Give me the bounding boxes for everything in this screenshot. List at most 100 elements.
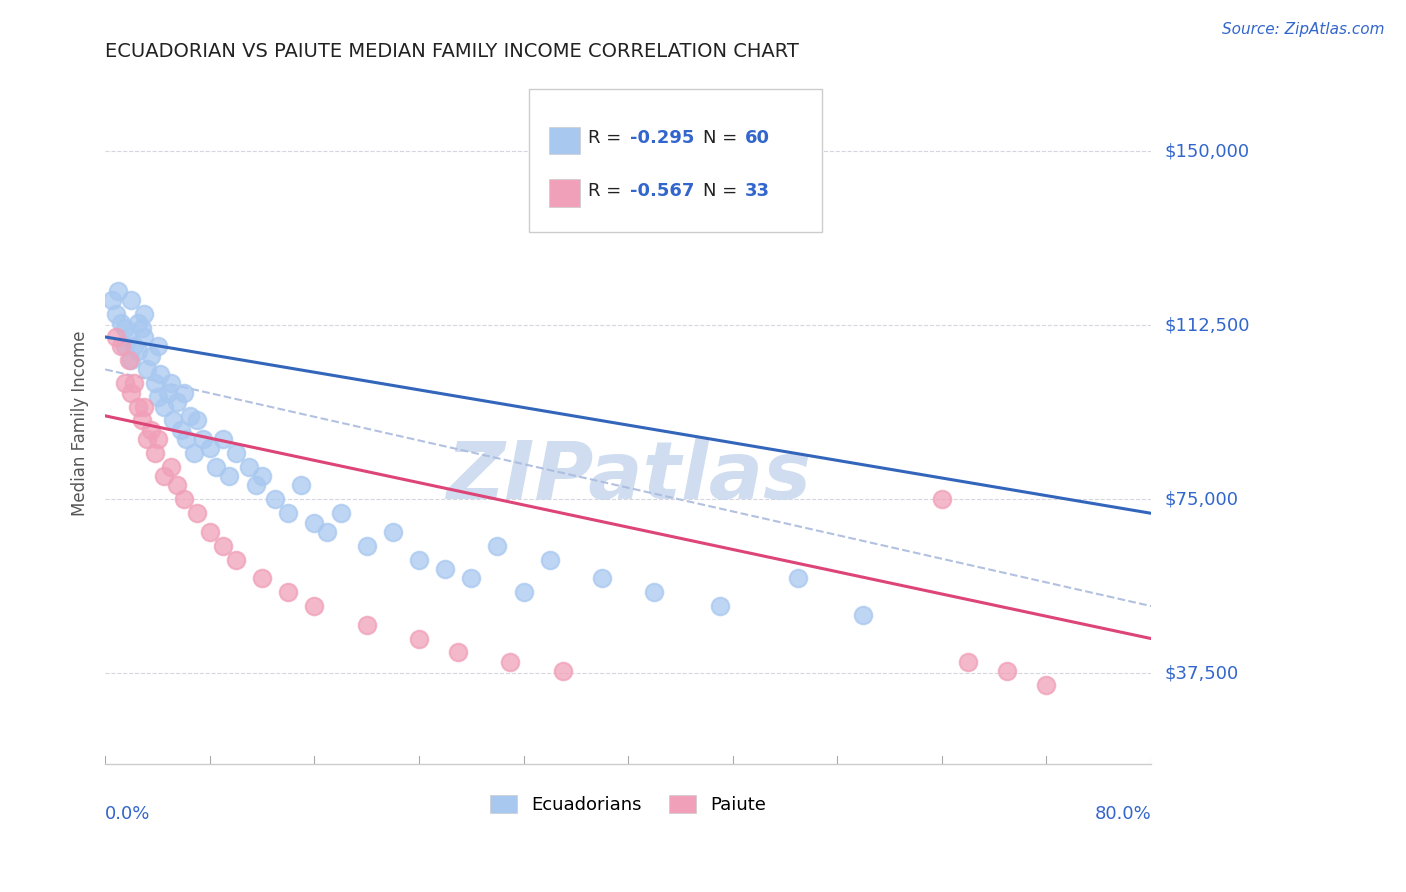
Point: [198, 442, 221, 456]
Point: [205, 459, 228, 474]
Point: [643, 585, 665, 599]
Point: [174, 432, 197, 446]
Point: [118, 330, 141, 344]
Text: $112,500: $112,500: [1166, 317, 1250, 334]
Point: [122, 376, 145, 391]
Text: R =: R =: [588, 182, 627, 200]
Point: [159, 376, 181, 391]
Point: [460, 571, 482, 585]
Point: [245, 478, 267, 492]
Text: 80.0%: 80.0%: [1094, 805, 1152, 822]
Point: [139, 349, 162, 363]
Point: [218, 469, 240, 483]
Point: [136, 432, 159, 446]
Text: $75,000: $75,000: [1166, 491, 1239, 508]
Point: [104, 307, 127, 321]
Point: [146, 390, 169, 404]
Point: [995, 664, 1018, 678]
Point: [162, 413, 184, 427]
Point: [166, 395, 188, 409]
Point: [107, 284, 129, 298]
Point: [356, 539, 378, 553]
Text: ZIPatlas: ZIPatlas: [446, 438, 811, 516]
Point: [381, 524, 404, 539]
Point: [120, 385, 142, 400]
Point: [149, 367, 172, 381]
Point: [290, 478, 312, 492]
Point: [186, 413, 208, 427]
Point: [486, 539, 509, 553]
Point: [1035, 678, 1057, 692]
Point: [538, 552, 561, 566]
Point: [512, 585, 534, 599]
Point: [131, 413, 153, 427]
Point: [153, 400, 176, 414]
FancyBboxPatch shape: [529, 88, 821, 232]
Point: [931, 492, 953, 507]
Point: [120, 293, 142, 307]
Point: [173, 385, 195, 400]
Y-axis label: Median Family Income: Median Family Income: [72, 330, 89, 516]
Point: [166, 478, 188, 492]
Point: [304, 599, 326, 613]
Text: N =: N =: [703, 182, 744, 200]
Point: [110, 316, 132, 330]
Point: [131, 320, 153, 334]
Point: [173, 492, 195, 507]
Point: [250, 469, 273, 483]
Point: [329, 506, 352, 520]
Point: [100, 293, 122, 307]
Point: [122, 339, 145, 353]
Point: [212, 539, 235, 553]
Point: [408, 552, 430, 566]
Text: -0.295: -0.295: [630, 129, 695, 147]
Point: [787, 571, 810, 585]
Point: [447, 645, 470, 659]
Point: [156, 385, 179, 400]
Point: [104, 330, 127, 344]
Point: [183, 446, 205, 460]
Point: [408, 632, 430, 646]
Point: [170, 423, 193, 437]
Point: [143, 376, 166, 391]
Point: [120, 353, 142, 368]
Point: [277, 506, 299, 520]
Text: R =: R =: [588, 129, 627, 147]
Point: [852, 608, 875, 623]
Point: [356, 617, 378, 632]
Point: [225, 446, 247, 460]
Point: [591, 571, 613, 585]
Point: [110, 339, 132, 353]
Point: [316, 524, 339, 539]
Point: [499, 655, 522, 669]
Point: [139, 423, 162, 437]
Point: [198, 524, 221, 539]
Point: [127, 400, 149, 414]
Point: [179, 409, 201, 423]
Point: [118, 353, 141, 368]
Point: [127, 316, 149, 330]
Point: [127, 343, 149, 358]
Point: [551, 664, 574, 678]
Text: ECUADORIAN VS PAIUTE MEDIAN FAMILY INCOME CORRELATION CHART: ECUADORIAN VS PAIUTE MEDIAN FAMILY INCOM…: [105, 42, 799, 61]
FancyBboxPatch shape: [548, 179, 581, 207]
Point: [277, 585, 299, 599]
Text: $150,000: $150,000: [1166, 143, 1250, 161]
Text: -0.567: -0.567: [630, 182, 695, 200]
Text: $37,500: $37,500: [1166, 665, 1239, 682]
Point: [114, 339, 136, 353]
Text: 60: 60: [745, 129, 770, 147]
Point: [114, 320, 136, 334]
Point: [143, 446, 166, 460]
Point: [136, 362, 159, 376]
Text: 33: 33: [745, 182, 770, 200]
Point: [153, 469, 176, 483]
Point: [212, 432, 235, 446]
Point: [146, 339, 169, 353]
Legend: Ecuadorians, Paiute: Ecuadorians, Paiute: [481, 786, 775, 823]
Text: Source: ZipAtlas.com: Source: ZipAtlas.com: [1222, 22, 1385, 37]
Point: [134, 307, 156, 321]
Text: N =: N =: [703, 129, 744, 147]
Point: [250, 571, 273, 585]
Point: [134, 400, 156, 414]
